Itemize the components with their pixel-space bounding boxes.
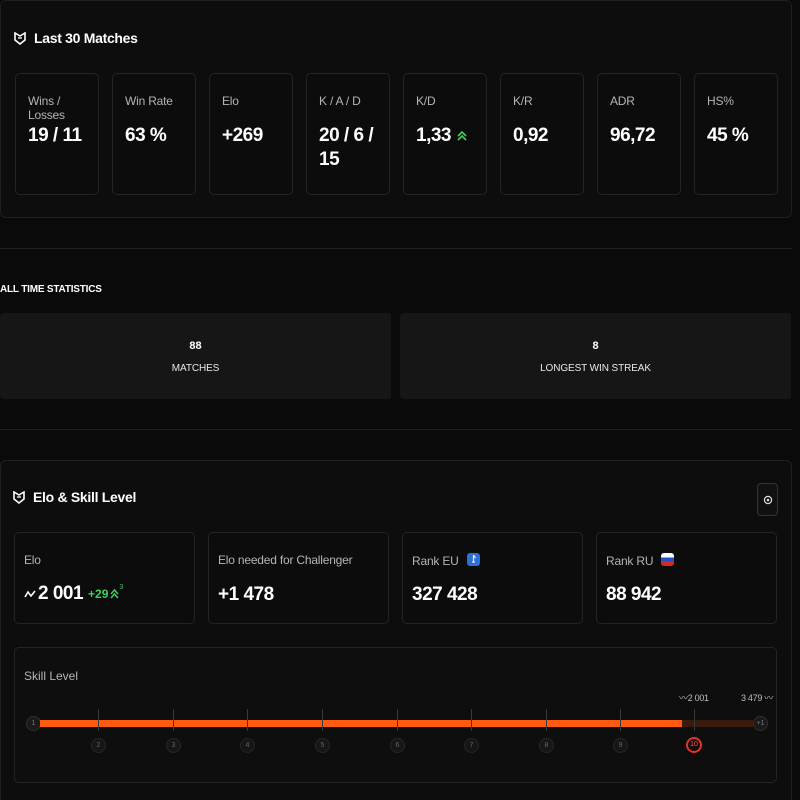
- skill-level-panel: Skill Level 〰2 001 3 479 〰 1 2 3 4 5 6 7…: [14, 647, 777, 783]
- level-tick: [471, 709, 472, 731]
- stat-label: K/D: [416, 94, 436, 108]
- stat-label: Wins / Losses: [28, 94, 65, 122]
- rank-eu-label-row: Rank EU: [412, 553, 480, 568]
- alltime-streak-label: LONGEST WIN STREAK: [540, 363, 651, 374]
- stat-label: ADR: [610, 94, 635, 108]
- rank-ru-value: 88 942: [606, 584, 662, 605]
- last30-panel: Last 30 Matches Wins / Losses 19 / 11 Wi…: [0, 0, 792, 218]
- level-badge-2: 2: [91, 738, 106, 753]
- divider: [0, 429, 792, 430]
- rank-eu-value: 327 428: [412, 584, 478, 605]
- trend-up-icon: [457, 130, 467, 141]
- challenger-label: Elo needed for Challenger: [218, 553, 353, 567]
- level-badge-3: 3: [166, 738, 181, 753]
- rank-eu-label: Rank EU: [412, 554, 459, 568]
- eu-flag-icon: [466, 553, 480, 566]
- level-badge-6: 6: [390, 738, 405, 753]
- level-end-dot: +1: [753, 716, 768, 731]
- level-tick: [98, 709, 99, 731]
- level-tick: [173, 709, 174, 731]
- stat-value: 19 / 11: [28, 125, 82, 146]
- elo-section-title-text: Elo & Skill Level: [33, 489, 137, 505]
- current-elo-label: 2 001: [687, 693, 709, 703]
- elo-value-row: 2 001 +29 3: [24, 583, 123, 605]
- alltime-title: ALL TIME STATISTICS: [0, 284, 102, 295]
- stat-value: 63 %: [125, 125, 167, 146]
- current-elo-marker: 〰2 001: [679, 691, 709, 704]
- alltime-card-streak: 8 LONGEST WIN STREAK: [400, 313, 791, 399]
- stat-label: HS%: [707, 94, 734, 108]
- rank-ru-label: Rank RU: [606, 554, 654, 568]
- max-elo-marker: 3 479 〰: [741, 691, 773, 704]
- alltime-matches-value: 88: [189, 340, 202, 352]
- elo-card: Elo 2 001 +29 3: [14, 532, 195, 624]
- level-badge-5: 5: [315, 738, 330, 753]
- elo-trend-icon: 〰: [679, 693, 688, 703]
- settings-icon: [763, 495, 772, 504]
- level-tick: [620, 709, 621, 731]
- challenger-card: Elo needed for Challenger +1 478: [208, 532, 389, 624]
- level-tick: [397, 709, 398, 731]
- level-badge-10-current: 10: [686, 737, 702, 753]
- challenger-value: +1 478: [218, 584, 274, 605]
- alltime-matches-label: MATCHES: [171, 363, 220, 374]
- rank-ru-card: Rank RU 88 942: [596, 532, 777, 624]
- level-tick: [694, 709, 695, 731]
- stat-card-win-rate: Win Rate 63 %: [112, 73, 196, 195]
- rank-ru-label-row: Rank RU: [606, 553, 675, 568]
- skill-level-label: Skill Level: [24, 669, 79, 683]
- stat-card-kr: K/R 0,92: [500, 73, 584, 195]
- stat-value: 96,72: [610, 125, 656, 146]
- skill-track-fill: [40, 720, 682, 727]
- last30-title: Last 30 Matches: [14, 30, 138, 46]
- stat-card-adr: ADR 96,72: [597, 73, 681, 195]
- stat-value: 1,33: [416, 125, 451, 146]
- stat-value: 0,92: [513, 125, 548, 146]
- max-elo-label: 3 479: [741, 693, 763, 703]
- stat-label: Win Rate: [125, 94, 173, 108]
- last30-title-text: Last 30 Matches: [34, 30, 138, 46]
- faceit-logo-icon: [14, 31, 26, 45]
- elo-trend-icon: 〰: [764, 693, 773, 703]
- level-badge-4: 4: [240, 738, 255, 753]
- level-tick: [247, 709, 248, 731]
- level-start-dot: 1: [26, 716, 41, 731]
- elo-value: 2 001: [38, 583, 84, 604]
- stat-label: K/R: [513, 94, 533, 108]
- alltime-card-matches: 88 MATCHES: [0, 313, 391, 399]
- stat-value: 45 %: [707, 125, 749, 146]
- level-tick: [546, 709, 547, 731]
- stat-card-hs: HS% 45 %: [694, 73, 778, 195]
- settings-button[interactable]: [757, 483, 778, 516]
- stat-label: Elo: [222, 94, 239, 108]
- faceit-logo-icon: [13, 490, 25, 504]
- elo-delta-sup: 3: [119, 583, 124, 591]
- trend-up-icon: [110, 588, 119, 599]
- ru-flag-icon: [661, 553, 675, 566]
- level-badge-9: 9: [613, 738, 628, 753]
- alltime-streak-value: 8: [592, 340, 599, 352]
- stat-card-wins-losses: Wins / Losses 19 / 11: [15, 73, 99, 195]
- level-badge-8: 8: [539, 738, 554, 753]
- stat-card-kad: K / A / D 20 / 6 / 15: [306, 73, 390, 195]
- stat-value: +269: [222, 125, 263, 146]
- elo-trend-icon: [24, 590, 36, 598]
- stat-card-elo: Elo +269: [209, 73, 293, 195]
- level-badge-7: 7: [464, 738, 479, 753]
- stat-label: K / A / D: [319, 94, 361, 108]
- elo-delta: +29: [88, 587, 109, 601]
- stat-value-row: 1,33: [416, 124, 467, 148]
- stat-card-kd: K/D 1,33: [403, 73, 487, 195]
- divider: [0, 248, 792, 249]
- elo-label: Elo: [24, 553, 41, 567]
- elo-section-title: Elo & Skill Level: [13, 489, 136, 505]
- level-tick: [322, 709, 323, 731]
- stat-value: 20 / 6 / 15: [319, 125, 374, 170]
- rank-eu-card: Rank EU 327 428: [402, 532, 583, 624]
